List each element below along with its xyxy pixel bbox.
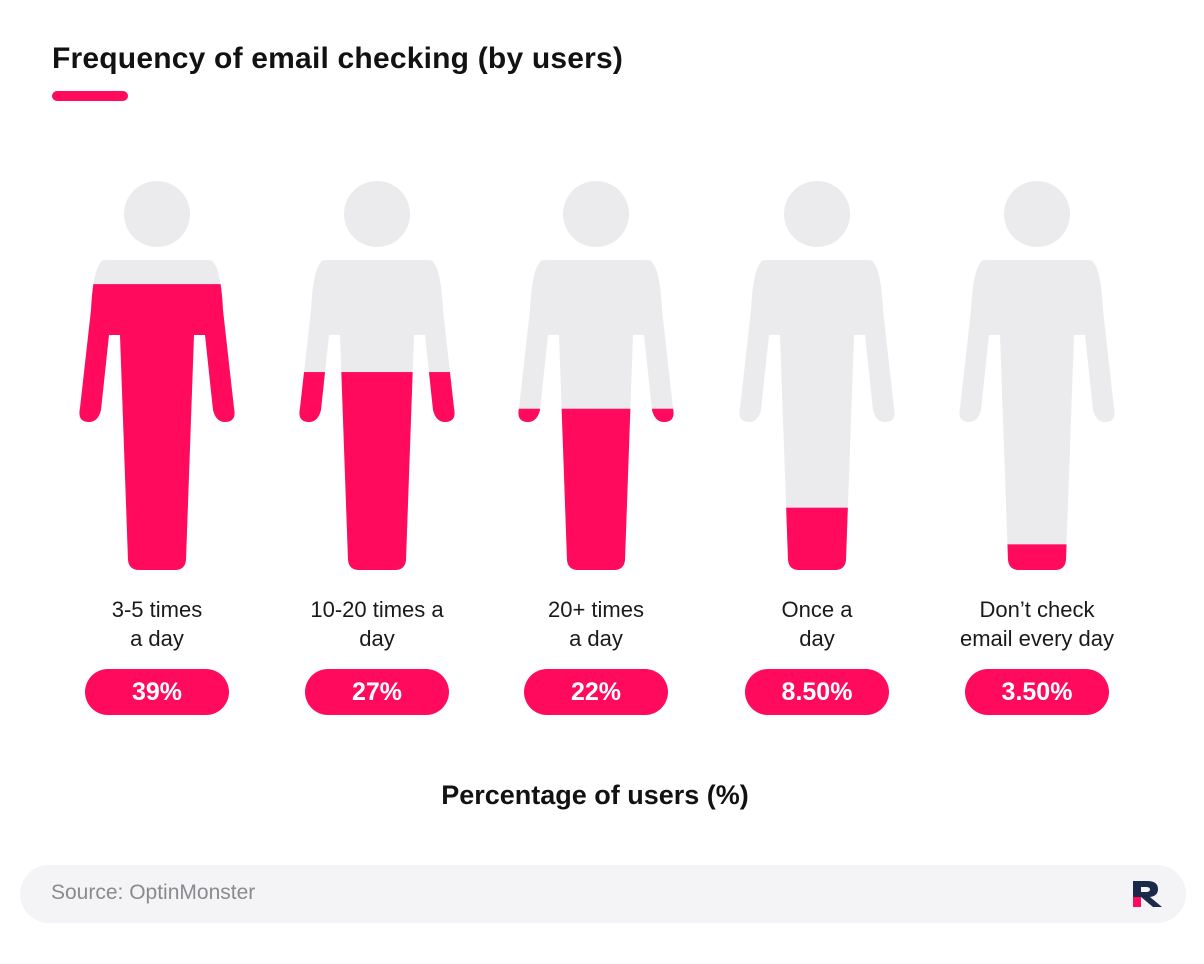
title-underline bbox=[52, 91, 128, 101]
figure-column: 20+ times a day 22% bbox=[481, 180, 711, 740]
person-head bbox=[784, 181, 850, 247]
person-icon bbox=[959, 181, 1115, 570]
person-head bbox=[124, 181, 190, 247]
value-label: 22% bbox=[524, 669, 668, 715]
value-label: 27% bbox=[305, 669, 449, 715]
chart-title: Frequency of email checking (by users) bbox=[52, 42, 624, 75]
figure-column: Don’t check email every day 3.50% bbox=[922, 180, 1152, 740]
value-fill-bar bbox=[79, 284, 235, 570]
figure-column: Once a day 8.50% bbox=[702, 180, 932, 740]
value-fill-bar bbox=[959, 544, 1115, 570]
value-label: 39% bbox=[85, 669, 229, 715]
person-body bbox=[959, 260, 1115, 570]
person-icon bbox=[79, 181, 235, 570]
logo-icon bbox=[1133, 881, 1162, 907]
person-icon bbox=[518, 181, 674, 570]
category-label: 20+ times a day bbox=[548, 597, 644, 651]
value-label: 8.50% bbox=[745, 669, 889, 715]
value-fill-bar bbox=[518, 408, 674, 570]
category-label: 10-20 times a day bbox=[310, 597, 444, 651]
category-label: Once a day bbox=[781, 597, 853, 651]
person-head bbox=[344, 181, 410, 247]
person-icon bbox=[299, 181, 455, 570]
figure-column: 3-5 times a day 39% bbox=[42, 180, 272, 740]
value-fill-bar bbox=[299, 372, 455, 570]
person-head bbox=[563, 181, 629, 247]
category-label: 3-5 times a day bbox=[111, 597, 203, 651]
figure-column: 10-20 times a day 27% bbox=[262, 180, 492, 740]
person-body bbox=[739, 260, 895, 570]
category-label: Don’t check email every day bbox=[959, 597, 1115, 651]
source-text: Source: OptinMonster bbox=[51, 881, 256, 904]
person-head bbox=[1004, 181, 1070, 247]
value-label: 3.50% bbox=[965, 669, 1109, 715]
x-axis-title: Percentage of users (%) bbox=[441, 780, 749, 810]
value-fill-bar bbox=[739, 507, 895, 570]
source-bar: Source: OptinMonster bbox=[20, 865, 1186, 923]
person-icon bbox=[739, 181, 895, 570]
